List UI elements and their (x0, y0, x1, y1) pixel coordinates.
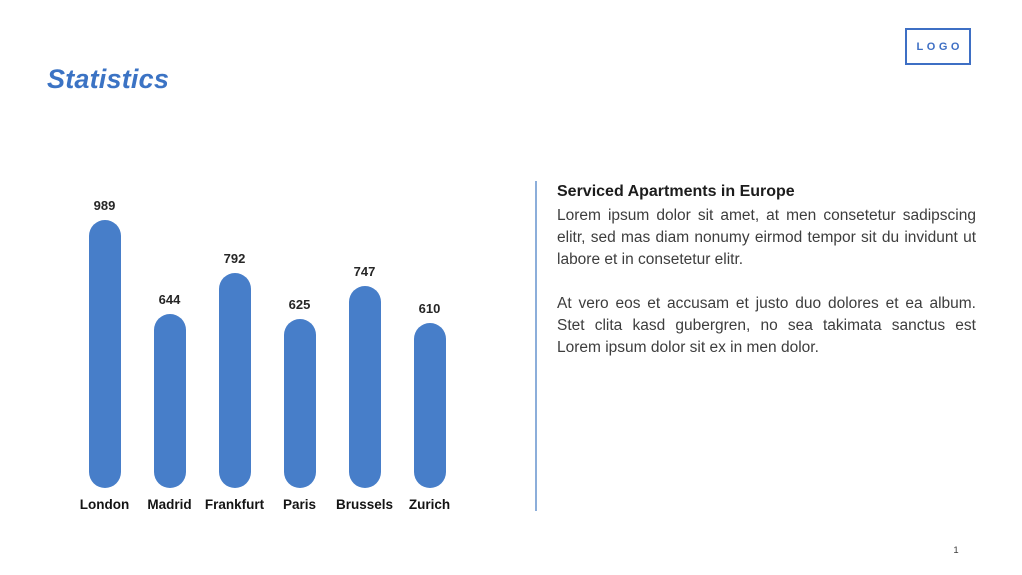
bar-london (88, 220, 121, 488)
bar-brussels (348, 286, 381, 488)
category-label-zurich: Zurich (408, 497, 451, 512)
bar-value-label-frankfurt: 792 (223, 251, 246, 266)
chart-category-labels: London Madrid Frankfurt Paris Brussels Zurich (72, 497, 462, 512)
text-panel-paragraph: At vero eos et accusam et justo duo dolo… (557, 295, 976, 356)
category-label-frankfurt: Frankfurt (204, 497, 265, 512)
bar-zurich (413, 323, 446, 488)
bar-value-label-madrid: 644 (158, 292, 181, 307)
bar-value-label-brussels: 747 (353, 264, 376, 279)
chart-bars: 989 644 792 625 747 610 (72, 190, 462, 488)
bar-paris (283, 319, 316, 488)
logo: LOGO (905, 28, 971, 65)
category-label-paris: Paris (282, 497, 317, 512)
text-panel-paragraph: Lorem ipsum dolor sit amet, at men conse… (557, 207, 976, 268)
bar-madrid (153, 314, 186, 488)
logo-text: LOGO (916, 40, 963, 53)
bar-column-paris: 625 (267, 190, 332, 488)
bar-frankfurt (218, 273, 251, 488)
bar-value-label-paris: 625 (288, 297, 311, 312)
bar-value-label-zurich: 610 (418, 301, 441, 316)
page-number: 1 (953, 545, 959, 556)
category-label-brussels: Brussels (335, 497, 394, 512)
bar-column-frankfurt: 792 (202, 190, 267, 488)
vertical-divider (535, 181, 537, 511)
text-panel-heading: Serviced Apartments in Europe (557, 183, 795, 200)
bar-column-zurich: 610 (397, 190, 462, 488)
category-label-madrid: Madrid (147, 497, 192, 512)
text-panel: Serviced Apartments in Europe Lorem ipsu… (557, 181, 976, 381)
bar-value-label-london: 989 (93, 198, 116, 213)
bar-chart: 989 644 792 625 747 610 London Madrid Frankfurt… (72, 190, 462, 512)
bar-column-madrid: 644 (137, 190, 202, 488)
bar-column-london: 989 (72, 190, 137, 488)
slide-title: Statistics (47, 64, 170, 94)
category-label-london: London (79, 497, 130, 512)
bar-column-brussels: 747 (332, 190, 397, 488)
